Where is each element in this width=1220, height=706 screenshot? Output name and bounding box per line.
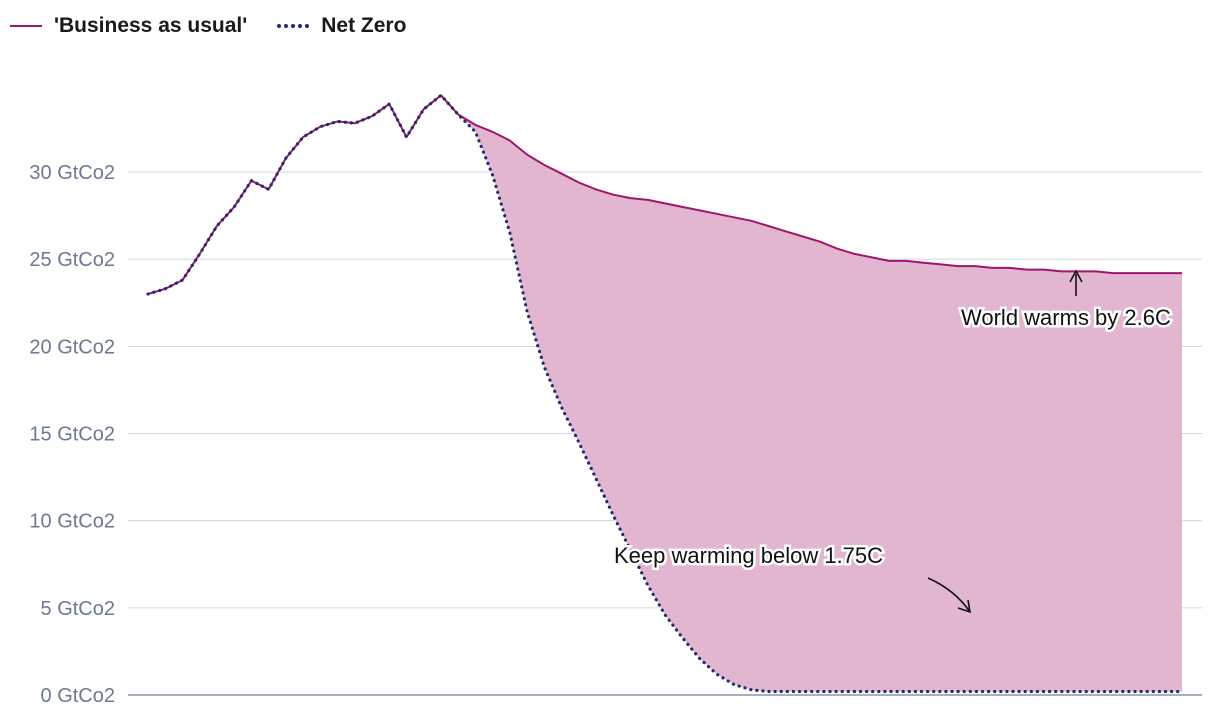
y-tick-label: 10 GtCo2	[29, 511, 115, 533]
y-tick-label: 30 GtCo2	[29, 162, 115, 184]
scenario-gap-area	[148, 95, 1182, 692]
legend-item-bau[interactable]: 'Business as usual'	[10, 14, 247, 38]
line-layer	[146, 93, 1184, 694]
legend: 'Business as usual' Net Zero	[10, 14, 406, 38]
net-zero-annotation: Keep warming below 1.75C	[614, 543, 883, 568]
y-tick-label: 5 GtCo2	[41, 598, 115, 620]
legend-label-net-zero: Net Zero	[321, 14, 407, 37]
series-line-net-zero	[146, 93, 1184, 694]
legend-label-bau: 'Business as usual'	[54, 14, 248, 37]
legend-item-net-zero[interactable]: Net Zero	[277, 14, 406, 38]
net-zero-annotation-arrow	[927, 577, 972, 614]
bau-annotation-arrow	[1069, 269, 1083, 296]
y-tick-label: 15 GtCo2	[29, 424, 115, 446]
area-layer	[148, 95, 1182, 692]
y-tick-label: 20 GtCo2	[29, 336, 115, 358]
y-tick-label: 0 GtCo2	[41, 685, 115, 706]
annotation-layer: World warms by 2.6C Keep warming below 1…	[612, 269, 1173, 614]
legend-swatch-net-zero	[277, 24, 310, 28]
y-tick-label: 25 GtCo2	[29, 249, 115, 271]
bau-annotation: World warms by 2.6C	[961, 305, 1171, 330]
legend-swatch-bau	[10, 25, 42, 27]
